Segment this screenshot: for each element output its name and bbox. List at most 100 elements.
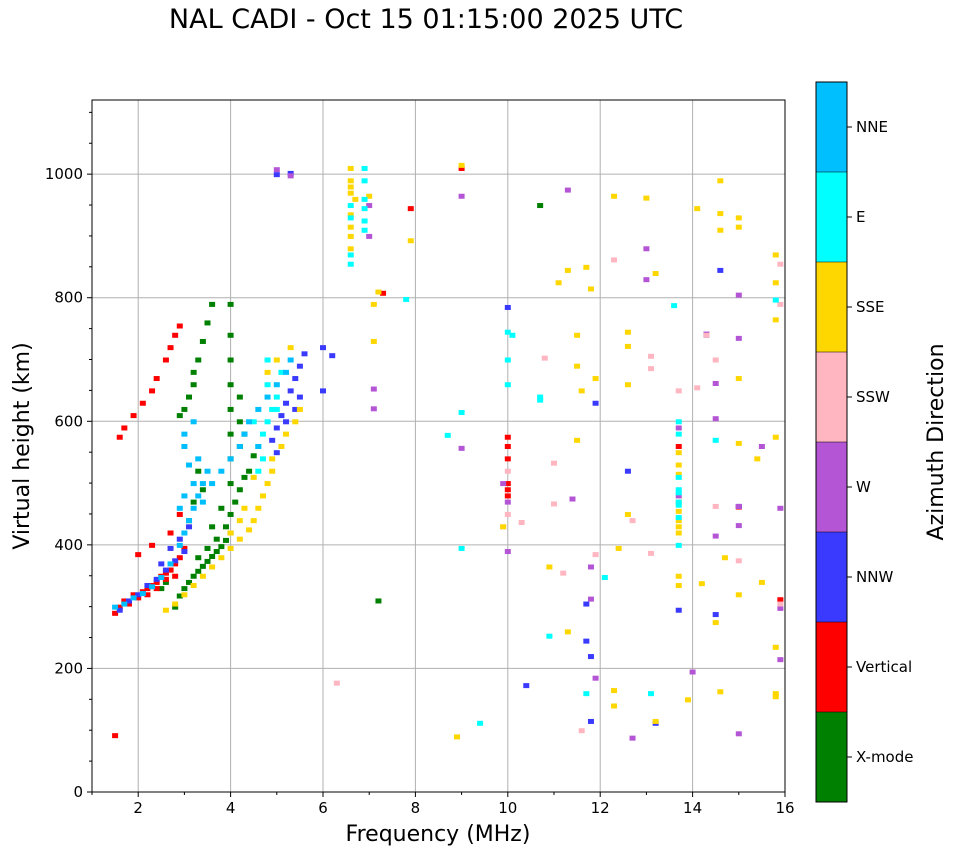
echo-point-w (366, 233, 373, 239)
echo-point-ssw (541, 355, 548, 361)
echo-point-vertical (167, 530, 174, 536)
echo-point-sse (583, 264, 590, 270)
echo-point-vertical (162, 357, 169, 363)
echo-point-nnw (717, 267, 724, 273)
echo-point-w (777, 505, 784, 511)
echo-point-nne (130, 595, 137, 601)
echo-point-nne (167, 561, 174, 567)
echo-point-sse (758, 579, 765, 585)
echo-point-nne (181, 444, 188, 449)
echo-point-e (269, 406, 276, 412)
echo-point-ssw (675, 388, 682, 394)
echo-point-e (537, 394, 544, 400)
echo-point-nnw (273, 425, 280, 431)
echo-point-e (675, 515, 682, 521)
echo-point-x-mode (204, 558, 211, 564)
echo-point-vertical (504, 456, 511, 462)
echo-point-nne (241, 431, 248, 437)
echo-point-sse (546, 564, 553, 570)
echo-point-nnw (296, 363, 303, 369)
echo-point-e (675, 502, 682, 508)
echo-point-x-mode (190, 499, 197, 505)
echo-point-nne (176, 505, 183, 511)
echo-point-vertical (130, 592, 137, 598)
echo-point-nnw (320, 345, 326, 351)
echo-point-nne (186, 462, 193, 468)
echo-point-e (675, 474, 682, 480)
echo-point-sse (264, 369, 271, 375)
echo-point-ssw (777, 301, 784, 307)
echo-point-x-mode (190, 382, 197, 388)
x-tick-label: 8 (411, 799, 421, 817)
x-tick-label: 14 (683, 799, 702, 817)
echo-point-sse (250, 518, 257, 524)
echo-point-sse (218, 555, 225, 561)
echo-point-w (564, 187, 571, 193)
echo-point-x-mode (158, 586, 165, 592)
echo-point-sse (347, 224, 354, 230)
echo-point-e (675, 431, 682, 437)
echo-point-nne (186, 518, 193, 524)
echo-point-x-mode (246, 468, 253, 474)
echo-point-e (504, 382, 511, 388)
echo-point-vertical (125, 601, 132, 607)
echo-point-sse (574, 437, 581, 443)
echo-point-vertical (172, 561, 179, 567)
echo-point-sse (269, 456, 276, 462)
echo-point-x-mode (195, 357, 202, 363)
echo-point-w (758, 444, 765, 449)
echo-point-nne (287, 357, 294, 363)
y-tick-label: 600 (54, 412, 83, 430)
echo-point-ssw (560, 570, 567, 576)
colorbar-tick-label: SSW (856, 388, 890, 406)
echo-point-ssw (611, 257, 618, 263)
echo-point-x-mode (190, 573, 197, 579)
echo-point-nne (236, 444, 243, 449)
echo-point-nne (264, 394, 271, 400)
echo-point-e (675, 490, 682, 496)
echo-point-w (504, 499, 511, 505)
echo-point-sse (675, 573, 682, 579)
colorbar-swatch (816, 82, 847, 172)
echo-point-vertical (135, 595, 142, 601)
echo-point-nnw (292, 376, 299, 382)
x-tick-label: 2 (133, 799, 143, 817)
echo-point-sse (675, 462, 682, 468)
echo-point-sse (227, 530, 234, 536)
echo-point-sse (717, 689, 724, 695)
echo-point-w (643, 246, 650, 252)
echo-point-x-mode (241, 474, 248, 480)
echo-point-vertical (153, 579, 160, 585)
echo-point-vertical (121, 425, 128, 431)
echo-point-nne (204, 468, 211, 474)
echo-point-sse (259, 493, 266, 499)
echo-point-nnw (296, 394, 303, 400)
echo-point-sse (264, 481, 271, 487)
echo-point-sse (772, 691, 779, 697)
y-tick-label: 200 (54, 659, 83, 677)
echo-point-sse (675, 508, 682, 514)
echo-point-nnw (301, 351, 308, 357)
echo-point-sse (181, 592, 188, 598)
echo-point-sse (772, 252, 779, 258)
echo-point-sse (652, 718, 659, 724)
echo-point-sse (735, 215, 742, 221)
echo-point-nne (190, 505, 197, 511)
echo-point-nnw (125, 598, 132, 604)
echo-point-ssw (504, 511, 511, 517)
echo-point-sse (574, 332, 581, 338)
y-tick-label: 0 (73, 783, 83, 801)
echo-point-ssw (551, 501, 557, 507)
echo-point-e (504, 329, 511, 335)
echo-point-nne (255, 444, 262, 449)
echo-point-sse (611, 193, 618, 199)
echo-point-vertical (144, 586, 151, 592)
echo-point-vertical (135, 552, 142, 558)
echo-point-e (537, 397, 544, 403)
echo-point-w (712, 380, 719, 386)
echo-point-vertical (181, 545, 188, 551)
echo-point-x-mode (227, 511, 234, 517)
echo-point-e (264, 382, 271, 388)
echo-point-nnw (329, 353, 336, 359)
echo-point-ssw (504, 468, 511, 474)
